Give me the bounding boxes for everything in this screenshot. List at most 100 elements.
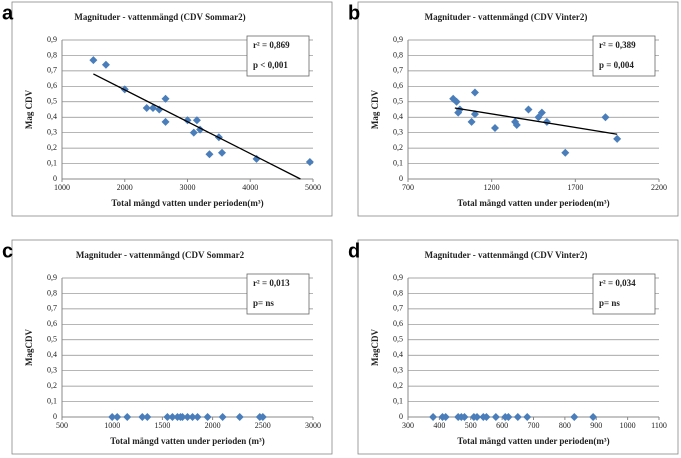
y-tick-label: 0,7 [393,304,403,313]
data-point [470,88,479,97]
y-tick-label: 0,3 [47,127,57,136]
stats-box [246,273,310,315]
stats-text: p < 0,001 [253,60,288,70]
stats-text: r² = 0,389 [599,40,636,50]
chart-title: Magnituder - vattenmängd (CDV Vinter2) [425,250,588,260]
x-tick-label: 3000 [305,421,321,430]
data-point [513,413,522,421]
data-point [258,413,267,421]
data-point [512,120,521,129]
data-point [491,413,500,421]
data-point [163,413,172,421]
y-tick-label: 0,1 [393,158,403,167]
x-tick-label: 3000 [180,183,196,192]
y-tick-label: 0,6 [393,319,403,328]
data-point [89,56,98,65]
y-tick-label: 0,1 [47,158,57,167]
y-tick-label: 0,2 [393,143,403,152]
data-point [589,413,598,421]
y-tick-label: 0,8 [47,288,57,297]
x-tick-label: 300 [402,421,414,430]
trend-line [454,107,618,135]
y-tick-label: 0 [53,174,57,183]
x-tick-label: 1200 [484,183,500,192]
stats-box [592,273,656,315]
trend-line [93,73,301,180]
y-tick-label: 0,4 [47,350,57,359]
chart-title: Magnituder - vattenmängd (CDV Sommar2 [76,250,245,260]
chart-title: Magnituder - vattenmängd (CDV Vinter2) [425,12,588,22]
x-tick-label: 5000 [305,183,321,192]
y-tick-label: 0,4 [47,112,57,121]
y-tick-label: 0,9 [393,273,403,282]
stats-text: r² = 0,869 [253,40,290,50]
y-tick-label: 0,6 [393,81,403,90]
y-tick-label: 0 [399,174,403,183]
data-point [218,148,227,157]
y-axis-label: Mag CDV [370,89,380,129]
y-tick-label: 0 [53,412,57,421]
panel-label: a [2,2,14,24]
x-tick-label: 1000 [620,421,636,430]
data-point [113,413,122,421]
stats-text: p = 0,004 [599,60,634,70]
data-point [561,148,570,157]
y-tick-label: 0,7 [393,66,403,75]
data-point [460,413,469,421]
y-tick-label: 0,5 [47,97,57,106]
y-tick-label: 0,3 [393,365,403,374]
y-tick-label: 0,8 [393,288,403,297]
x-tick-label: 2500 [255,421,271,430]
data-point [473,413,482,421]
y-tick-label: 0,4 [393,350,403,359]
data-point [123,413,132,421]
data-point [455,105,464,114]
panel-label: b [348,2,360,24]
x-axis-label: Total mängd vatten under perioden (m³) [110,436,264,446]
y-tick-label: 0,8 [393,50,403,59]
x-tick-label: 500 [56,421,68,430]
y-tick-label: 0,6 [47,81,57,90]
x-tick-label: 2200 [651,183,667,192]
data-point [142,103,151,112]
y-tick-label: 0,5 [393,335,403,344]
data-point [504,413,513,421]
panel-label: c [2,240,13,262]
data-point [183,413,192,421]
data-point [542,117,551,126]
x-tick-label: 1100 [651,421,667,430]
data-point [188,413,197,421]
data-point [143,413,152,421]
y-tick-label: 0,9 [393,35,403,44]
y-tick-label: 0,5 [47,335,57,344]
stats-text: r² = 0,013 [253,278,290,288]
y-tick-label: 0,9 [47,35,57,44]
y-tick-label: 0,5 [393,97,403,106]
x-tick-label: 400 [433,421,445,430]
y-tick-label: 0,2 [47,381,57,390]
data-point [467,117,476,126]
data-point [161,94,170,103]
x-axis-label: Total mängd vatten under perioden(m³) [457,436,609,446]
stats-box [246,35,310,77]
data-point [429,413,438,421]
y-tick-label: 0,2 [47,143,57,152]
data-point [148,103,157,112]
data-point [537,108,546,117]
y-tick-label: 0,3 [47,365,57,374]
x-axis-label: Total mängd vatten under perioden(m³) [457,198,609,208]
data-point [138,413,147,421]
y-tick-label: 0,1 [47,396,57,405]
data-point [155,105,164,114]
data-point [613,134,622,143]
data-point [203,413,212,421]
y-tick-label: 0,7 [47,66,57,75]
data-point [252,154,261,163]
data-point [235,413,244,421]
x-tick-label: 2000 [117,183,133,192]
data-point [178,413,187,421]
data-point [192,116,201,125]
y-tick-label: 0,2 [393,381,403,390]
data-point [570,413,579,421]
